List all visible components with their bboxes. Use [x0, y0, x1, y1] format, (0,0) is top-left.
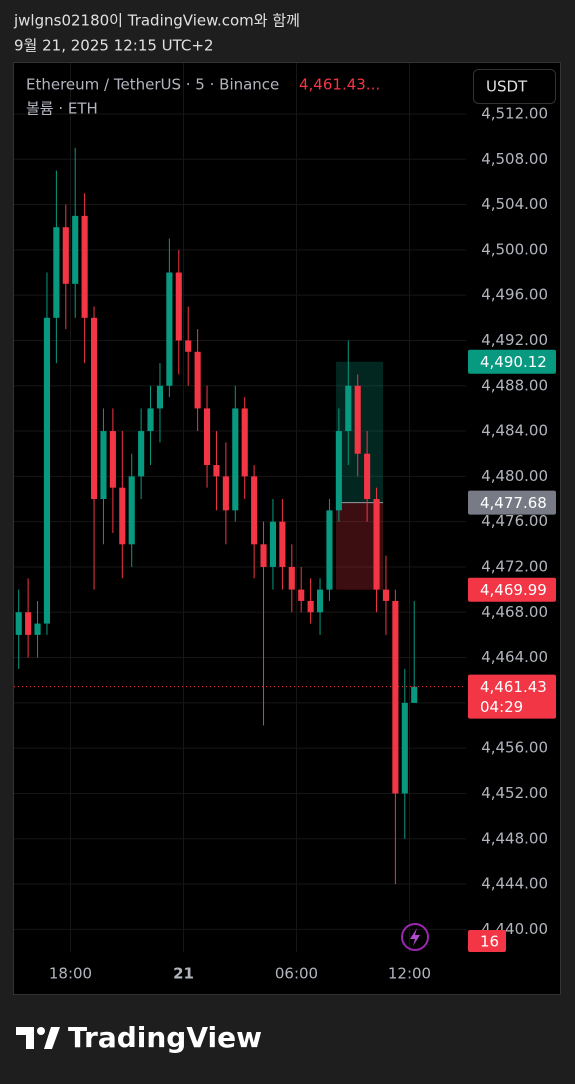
candle-body: [316, 589, 324, 613]
x-tick-label: 12:00: [388, 965, 431, 983]
volume-badge: [468, 930, 506, 952]
price-badge: [468, 577, 556, 602]
candle-body: [401, 702, 408, 794]
candle-body: [62, 227, 69, 284]
lightning-bolt: [410, 928, 420, 946]
y-tick-label: 4,504.00: [481, 195, 548, 213]
x-tick-label: 06:00: [275, 965, 318, 983]
candle-body: [194, 351, 201, 409]
candle-body: [364, 453, 371, 500]
candle-body: [53, 227, 60, 318]
candle-body: [241, 408, 248, 477]
y-tick-label: 4,476.00: [481, 512, 548, 530]
axis: 4,440.004,444.004,448.004,452.004,456.00…: [49, 104, 556, 983]
x-tick-label: 21: [173, 965, 194, 983]
price-badge-label: 4,477.68: [480, 494, 547, 512]
candle-body: [15, 612, 22, 635]
y-tick-label: 4,488.00: [481, 376, 548, 394]
candle-body: [345, 385, 352, 432]
y-tick-label: 4,484.00: [481, 422, 548, 440]
currency-button[interactable]: [473, 69, 556, 104]
y-tick-label: 4,508.00: [481, 150, 548, 168]
y-tick-label: 4,448.00: [481, 829, 548, 847]
volume-legend: 볼륨 · ETH: [26, 100, 98, 118]
candle-body: [175, 272, 182, 341]
candle-body: [382, 589, 390, 601]
chart-panel: [13, 62, 561, 995]
candle-body: [43, 317, 51, 624]
candle-body: [166, 272, 173, 386]
candle-body: [119, 487, 126, 545]
candle-body: [72, 215, 79, 284]
y-tick-label: 4,480.00: [481, 467, 548, 485]
candle-body: [411, 686, 418, 703]
y-tick-label: 4,444.00: [481, 875, 548, 893]
y-tick-label: 4,468.00: [481, 603, 548, 621]
x-tick-label: 18:00: [49, 965, 92, 983]
y-tick-label: 4,496.00: [481, 286, 548, 304]
logo-mark: [16, 1027, 34, 1049]
candle-body: [90, 317, 98, 500]
candle-body: [34, 623, 41, 635]
price-badge: [468, 349, 556, 374]
candle-body: [373, 499, 380, 590]
candle-body: [222, 476, 229, 511]
candle-body: [203, 408, 211, 466]
y-tick-label: 4,472.00: [481, 557, 548, 575]
header-date: 9월 21, 2025 12:15 UTC+2: [14, 37, 214, 55]
candle-body: [81, 215, 88, 318]
candle-body: [25, 612, 32, 635]
y-tick-label: 4,492.00: [481, 331, 548, 349]
logo-dot: [37, 1027, 45, 1035]
header-user: jwlgns02180이 TradingView.com와 함께: [13, 12, 300, 30]
logo-mark: [44, 1027, 60, 1049]
candle-body: [128, 476, 135, 545]
candle-body: [260, 544, 267, 567]
price-badge-label: 4,490.12: [480, 353, 547, 371]
legend-price: 4,461.43...: [299, 76, 380, 94]
logo: TradingView: [16, 1021, 262, 1054]
y-tick-label: 4,452.00: [481, 784, 548, 802]
candle-body: [156, 385, 164, 409]
candle-body: [354, 385, 361, 454]
symbol-legend: Ethereum / TetherUS · 5 · Binance: [26, 76, 279, 94]
candle-body: [326, 510, 333, 590]
last-price-label: 4,461.43: [480, 678, 547, 696]
candle-body: [251, 476, 258, 545]
countdown-label: 04:29: [480, 698, 523, 716]
candle-body: [298, 589, 305, 601]
y-tick-label: 4,456.00: [481, 739, 548, 757]
candle-body: [392, 600, 399, 794]
candle-body: [335, 431, 342, 511]
candle-body: [288, 566, 295, 590]
candle-body: [307, 600, 314, 613]
plot: [14, 147, 466, 885]
candle-body: [185, 340, 192, 352]
candle-body: [109, 431, 116, 488]
candle-body: [100, 431, 107, 500]
currency-label[interactable]: USDT: [486, 78, 528, 96]
logo-text: TradingView: [68, 1021, 262, 1054]
price-badge: [468, 490, 556, 515]
candle-body: [147, 408, 154, 432]
y-tick-label: 4,500.00: [481, 240, 548, 258]
y-tick-label: 4,512.00: [481, 104, 548, 122]
volume-badge-label: 16: [480, 933, 499, 951]
lightning-icon[interactable]: [401, 923, 429, 951]
grid: [14, 63, 466, 952]
price-badge-label: 4,469.99: [480, 581, 547, 599]
candle-body: [279, 521, 286, 567]
candle-body: [213, 465, 220, 477]
y-tick-label: 4,464.00: [481, 648, 548, 666]
candle-body: [138, 431, 145, 477]
last-price-badge: [468, 674, 556, 719]
candle-body: [269, 521, 277, 567]
candle-body: [232, 408, 239, 511]
